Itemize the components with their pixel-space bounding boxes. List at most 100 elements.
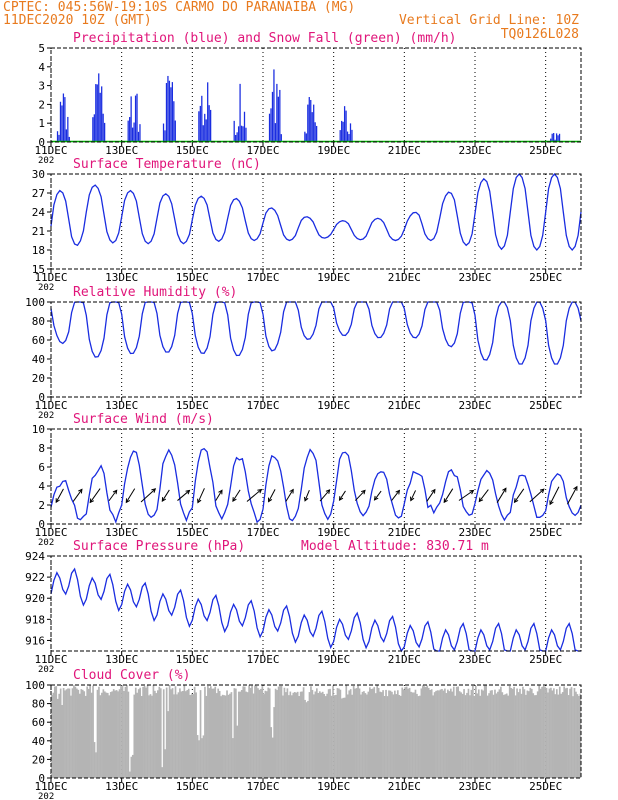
cloud-cover-bar [439,689,442,778]
precip-bar [243,111,246,142]
y-tick-label: 10 [32,423,45,436]
cloud-cover-bar [124,686,127,778]
cloud-cover-bar [507,695,510,778]
x-tick-label: 23DEC [458,144,491,157]
cloud-cover-bar [301,691,303,778]
wind-arrow [458,490,474,501]
x-tick-label: 17DEC [246,399,279,412]
cloud-cover-bar [159,688,162,778]
precip-bar [130,96,132,142]
cloud-cover-bar [441,689,443,778]
cloud-cover-bar [323,693,326,778]
cloud-cover-bar [426,685,429,778]
cloud-cover-bar [207,685,209,778]
temperature-line [50,172,582,252]
cloud-cover-bar [317,692,320,778]
cloud-cover-bar [338,688,340,778]
cloud-cover-bar [313,694,315,778]
cloud-cover-bar [279,685,281,778]
cloud-cover-bar [121,685,124,778]
y-tick-label: 15 [32,263,45,276]
precip-bar [162,123,165,142]
cloud-cover-bar [310,686,312,778]
precip-bar [351,129,353,142]
x-tick-label: 15DEC [176,526,209,539]
x-tick-label: 11DEC [34,271,67,284]
y-tick-label: 924 [25,550,45,563]
wind-arrow [72,489,83,502]
precip-bar [137,131,140,142]
cloud-cover-bar [261,686,264,778]
y-tick-label: 1 [38,117,45,130]
y-tick-label: 0 [38,391,45,404]
panel-frame [50,47,582,143]
wind-arrow-head [232,497,237,502]
precip-bar [341,120,343,142]
y-tick-label: 0 [38,136,45,149]
cloud-cover-bar [289,691,292,778]
cloud-cover-bar [535,695,538,778]
wind-arrow [529,488,545,503]
y-tick-label: 922 [25,571,45,584]
precip-bar [171,82,173,142]
cloud-cover-bar [180,691,183,778]
wind-arrow [496,488,507,503]
cloud-cover-bar [341,698,343,778]
cloud-cover-bar [541,687,543,778]
cloud-cover-bar [358,688,361,778]
wind-arrow [161,489,170,502]
panel-title: Surface Wind (m/s) [73,412,214,427]
cloud-cover-bar [106,692,109,778]
precip-bar [174,120,176,142]
y-tick-label: 80 [32,698,45,711]
precip-bar [551,133,553,142]
grid-line-note: Vertical Grid Line: 10Z [398,13,579,28]
cloud-cover-bar [554,694,557,778]
cloud-cover-bar [558,686,561,778]
cloud-cover-bar [58,693,61,778]
cloud-cover-bar [321,691,324,778]
x-tick-label: 23DEC [458,271,491,284]
x-tick-label: 17DEC [246,144,279,157]
cloud-cover-bar [157,690,159,778]
precip-bar [67,116,69,142]
cloud-cover-bar [424,687,427,778]
cloud-cover-bar [83,691,86,778]
x-tick-label: 15DEC [176,780,209,793]
precip-bar [276,83,278,142]
x-tick-label: 13DEC [105,653,138,666]
cloud-cover-bar [536,691,539,778]
cloud-cover-bar [464,695,467,778]
wind-arrow-head [443,498,448,504]
cloud-cover-bar [525,694,527,778]
x-tick-label: 19DEC [317,144,350,157]
cloud-cover-bar [530,688,533,778]
cloud-cover-bar [374,693,377,778]
cloud-cover-bar [414,689,417,778]
wind-arrow [246,489,262,502]
cloud-cover-bar [469,695,471,778]
cloud-cover-bar [239,691,242,778]
precip-bar [349,123,352,142]
cloud-cover-bar [120,686,122,778]
precip-bar [165,83,168,142]
cloud-cover-bar [352,685,355,778]
wind-arrow-head [573,485,578,491]
cloud-cover-bar [342,697,345,778]
precip-bar [346,131,349,142]
precip-bar [205,119,207,142]
cloud-cover-bar [251,685,253,778]
cloud-cover-bar [511,688,514,778]
precip-bar [168,80,171,142]
precip-bar [62,93,65,142]
cloud-cover-bar [129,771,131,778]
cloud-cover-bar [345,685,348,778]
x-tick-label: 17DEC [246,653,279,666]
cloud-cover-bar [332,685,334,778]
cloud-cover-bar [293,692,296,778]
cloud-cover-bar [204,686,206,778]
y-tick-label: 18 [32,244,45,257]
cloud-cover-bar [486,695,489,778]
precip-bar [558,133,561,142]
cloud-cover-bar [80,689,83,778]
